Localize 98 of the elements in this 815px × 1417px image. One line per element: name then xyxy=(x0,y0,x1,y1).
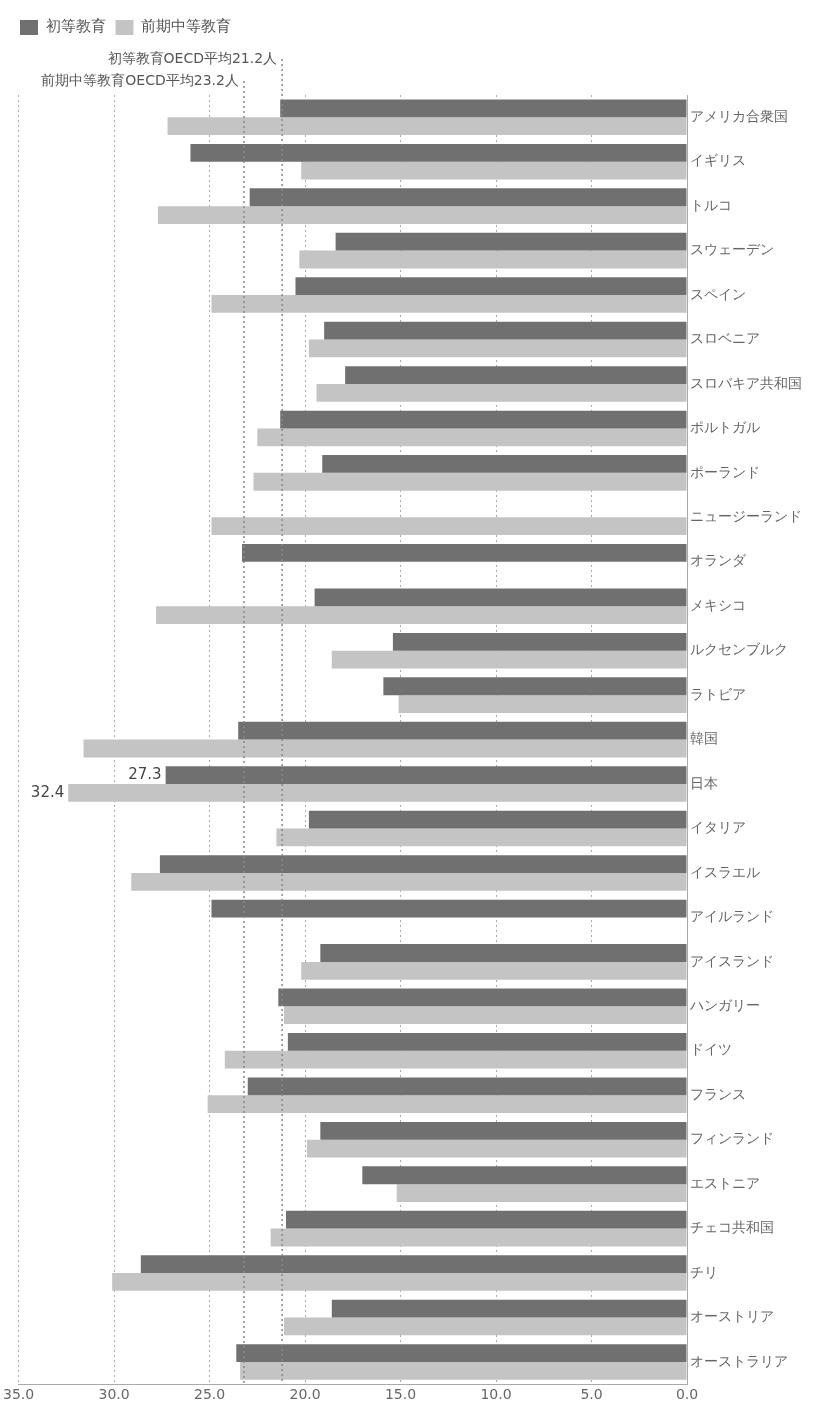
bar xyxy=(299,250,687,269)
bar xyxy=(331,650,687,669)
bar xyxy=(396,1184,687,1202)
legend-label: 前期中等教育 xyxy=(141,17,231,36)
y-tick-label: エストニア xyxy=(690,1174,760,1191)
bar xyxy=(285,1210,687,1229)
bar xyxy=(284,1317,687,1336)
bar xyxy=(156,606,687,625)
y-tick-label: ドイツ xyxy=(690,1041,732,1058)
bar xyxy=(280,99,687,118)
y-tick-label: メキシコ xyxy=(690,596,746,613)
bar xyxy=(398,695,687,713)
y-tick-label: イタリア xyxy=(690,819,746,836)
bar xyxy=(320,1121,687,1140)
ref-line-label: 初等教育OECD平均21.2人 xyxy=(107,49,278,66)
bar xyxy=(301,961,687,980)
y-tick-label: ハンガリー xyxy=(689,996,760,1013)
y-tick-label: スウェーデン xyxy=(690,241,774,258)
bar xyxy=(301,161,687,180)
x-tick-label: 15.0 xyxy=(384,1386,417,1403)
y-tick-label: チリ xyxy=(690,1263,718,1280)
y-tick-label: アイスランド xyxy=(690,952,774,969)
bar xyxy=(236,1344,687,1362)
data-label: 32.4 xyxy=(30,782,65,801)
bar xyxy=(224,1050,687,1069)
bar xyxy=(270,1228,687,1247)
bar xyxy=(278,988,687,1007)
x-tick-label: 25.0 xyxy=(193,1386,226,1403)
bar xyxy=(306,1139,687,1158)
bar xyxy=(247,1077,687,1096)
y-tick-label: フランス xyxy=(690,1085,746,1102)
bar xyxy=(249,188,687,207)
x-tick-label: 10.0 xyxy=(480,1386,512,1403)
y-tick-label: トルコ xyxy=(690,196,732,213)
y-tick-label: ニュージーランド xyxy=(690,507,802,524)
bar xyxy=(287,1033,687,1051)
bar xyxy=(280,410,687,429)
y-tick-label: 日本 xyxy=(690,774,718,791)
y-tick-label: イスラエル xyxy=(690,863,760,880)
bar xyxy=(112,1273,687,1291)
y-tick-label: スペイン xyxy=(690,285,746,302)
bar xyxy=(238,721,687,740)
x-tick-label: 0.0 xyxy=(675,1386,699,1403)
y-tick-label: スロバキア共和国 xyxy=(690,374,802,391)
bar xyxy=(140,1255,687,1274)
y-tick-label: ポーランド xyxy=(690,463,760,480)
bar xyxy=(362,1166,687,1185)
bar xyxy=(308,339,687,358)
y-tick-label: アメリカ合衆国 xyxy=(690,107,788,124)
y-tick-label: スロベニア xyxy=(690,330,760,347)
bar xyxy=(345,366,687,384)
bar xyxy=(242,544,687,562)
y-tick-label: チェコ共和国 xyxy=(690,1219,774,1236)
bar xyxy=(257,428,687,447)
bar xyxy=(322,455,687,473)
bar xyxy=(131,872,687,891)
bar xyxy=(165,766,687,785)
bar xyxy=(211,517,687,536)
bar xyxy=(240,1361,687,1380)
x-tick-label: 5.0 xyxy=(580,1386,603,1403)
bar xyxy=(320,944,687,962)
bar xyxy=(83,739,687,758)
bar xyxy=(284,1006,687,1025)
y-tick-label: ラトビア xyxy=(690,685,746,702)
bar xyxy=(295,277,687,296)
x-tick-label: 30.0 xyxy=(98,1386,130,1403)
bar xyxy=(167,117,687,136)
y-tick-label: ポルトガル xyxy=(690,419,760,436)
bar xyxy=(207,1095,687,1114)
x-tick-label: 20.0 xyxy=(289,1386,321,1403)
y-tick-label: 韓国 xyxy=(690,730,718,747)
bar xyxy=(308,810,687,829)
bar xyxy=(383,677,687,696)
bar xyxy=(211,899,687,918)
y-tick-label: アイルランド xyxy=(690,908,774,925)
legend-label: 初等教育 xyxy=(45,17,106,36)
y-tick-label: ルクセンブルク xyxy=(690,641,788,658)
bar xyxy=(316,383,687,402)
bar xyxy=(276,828,687,847)
y-tick-label: オーストラリア xyxy=(690,1352,788,1369)
bar xyxy=(331,1299,687,1318)
bar xyxy=(190,143,687,162)
bar xyxy=(392,632,687,651)
bar xyxy=(211,295,687,313)
y-tick-label: オランダ xyxy=(690,552,747,569)
bar xyxy=(335,232,687,251)
bar xyxy=(324,321,687,340)
bar xyxy=(158,206,687,224)
bar xyxy=(314,588,687,607)
ref-line-label: 前期中等教育OECD平均23.2人 xyxy=(41,71,239,88)
y-tick-label: オーストリア xyxy=(690,1308,774,1325)
x-tick-label: 35.0 xyxy=(3,1386,35,1403)
data-label: 27.3 xyxy=(128,765,162,784)
bar xyxy=(253,472,687,491)
y-tick-label: フィンランド xyxy=(690,1130,774,1147)
bar xyxy=(159,855,687,873)
y-tick-label: イギリス xyxy=(690,152,746,169)
bar xyxy=(68,784,687,802)
